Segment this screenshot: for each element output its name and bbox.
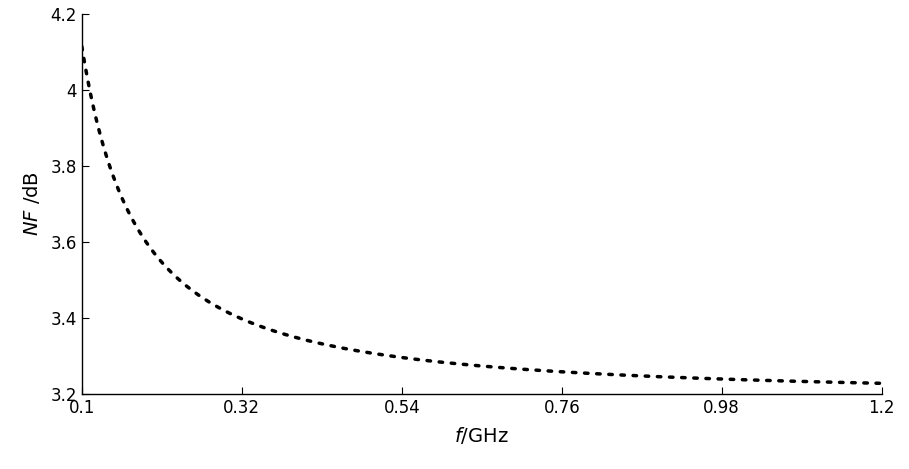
- Y-axis label: $\mathit{NF}$ /dB: $\mathit{NF}$ /dB: [21, 172, 42, 236]
- X-axis label: $\mathit{f}$/GHz: $\mathit{f}$/GHz: [454, 425, 509, 446]
